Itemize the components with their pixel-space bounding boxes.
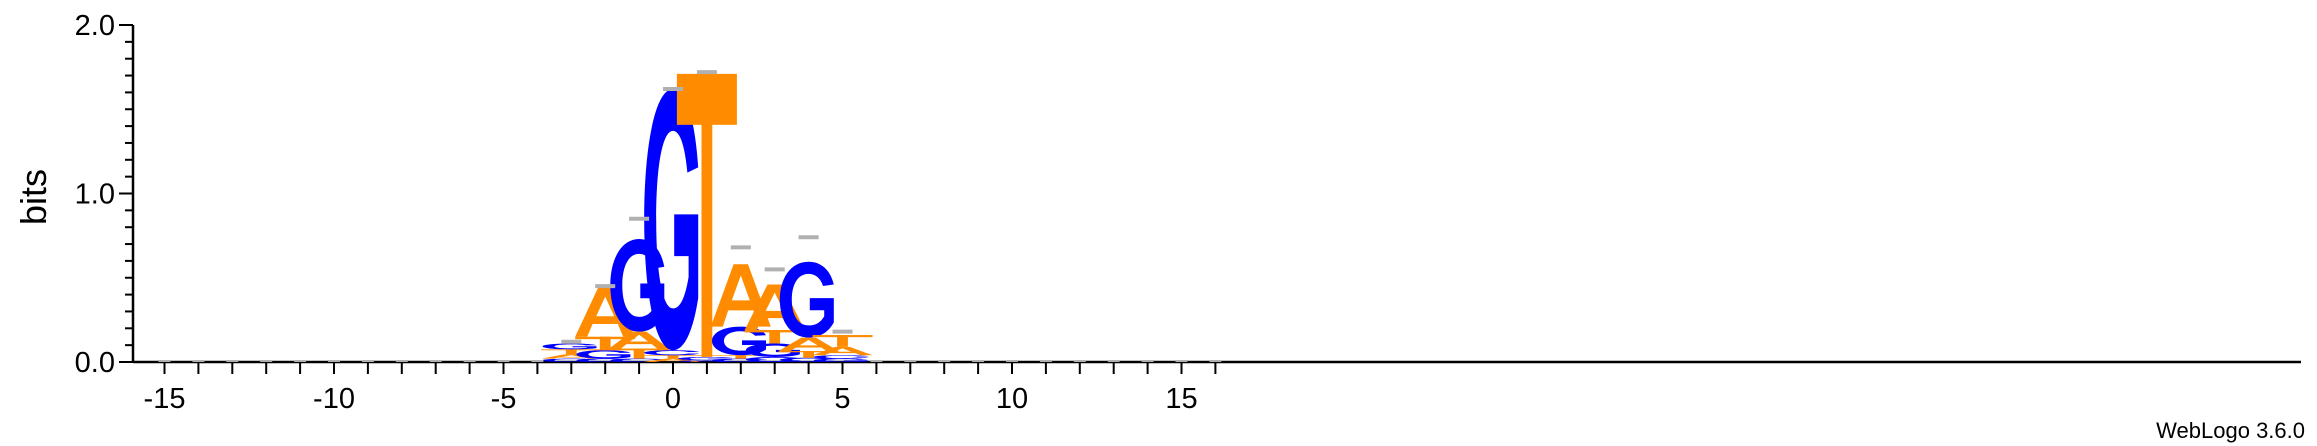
y-tick-label: 0.0 <box>75 347 115 379</box>
letter-A-shape <box>812 346 873 356</box>
x-tick-label: -15 <box>144 383 186 415</box>
x-tick-label: 15 <box>1165 383 1197 415</box>
letter-G <box>779 261 834 338</box>
letter-G <box>576 350 631 359</box>
letter-A <box>778 337 839 352</box>
letter-G <box>813 358 868 362</box>
letter-A <box>609 331 670 349</box>
tick-marks: 0.0 1.0 2.0 -15 -10 -5 0 5 10 15 <box>75 10 1217 415</box>
letter-C-shape <box>644 350 700 356</box>
stack-pos-5 <box>812 335 873 362</box>
letter-G <box>678 356 733 361</box>
y-tick-label: 1.0 <box>75 179 115 211</box>
letter-G <box>644 89 699 351</box>
letter-G-shape <box>779 261 834 338</box>
letter-T-stem <box>735 355 747 359</box>
letter-T-stem <box>701 73 713 357</box>
letter-T <box>812 335 873 347</box>
letter-G-shape <box>610 238 665 332</box>
letter-T <box>778 351 839 358</box>
x-tick-label: 10 <box>996 383 1028 415</box>
stack-pos-4 <box>778 261 839 362</box>
letter-stacks <box>541 73 873 362</box>
letter-T <box>541 349 602 355</box>
letter-T <box>643 355 703 359</box>
letter-G-shape <box>745 343 800 357</box>
letter-G-shape <box>813 358 868 362</box>
axes <box>131 25 2301 364</box>
x-tick-label: 0 <box>665 383 681 415</box>
letter-A <box>812 346 873 356</box>
letter-A-shape <box>778 337 839 352</box>
letter-T-stem <box>633 348 645 359</box>
letter-T-stem <box>565 349 577 355</box>
letter-G <box>542 343 597 350</box>
x-tick-label: -5 <box>491 383 517 415</box>
letter-G-shape <box>644 89 699 351</box>
letter-G-shape <box>712 326 766 356</box>
y-axis-label: bits <box>13 169 54 225</box>
letter-G-shape <box>678 356 733 361</box>
stack-pos-1 <box>676 73 737 362</box>
weblogo-credit: WebLogo 3.6.0 <box>2156 418 2305 443</box>
letter-G <box>712 326 766 356</box>
letter-C <box>813 355 869 359</box>
letter-T <box>744 329 805 344</box>
letter-G-shape <box>542 343 597 350</box>
letter-G-shape <box>576 350 631 359</box>
letter-T-stem <box>803 351 814 358</box>
letter-T <box>676 73 737 357</box>
letter-A-shape <box>575 287 636 337</box>
letter-A-shape <box>609 331 670 349</box>
letter-T <box>609 348 670 359</box>
letter-T-stem <box>599 336 611 351</box>
letter-T-stem <box>667 355 679 359</box>
letter-A <box>575 287 636 337</box>
letter-G <box>745 343 800 357</box>
y-tick-label: 2.0 <box>75 10 115 42</box>
letter-T-stem <box>837 335 848 347</box>
x-tick-label: 5 <box>834 383 850 415</box>
letter-T <box>710 355 771 359</box>
letter-T-stem <box>769 329 781 344</box>
letter-C-shape <box>813 355 869 359</box>
error-bars <box>158 70 1222 362</box>
letter-G <box>610 238 665 332</box>
letter-T <box>575 336 636 351</box>
x-tick-label: -10 <box>313 383 355 415</box>
letter-C <box>644 350 700 356</box>
